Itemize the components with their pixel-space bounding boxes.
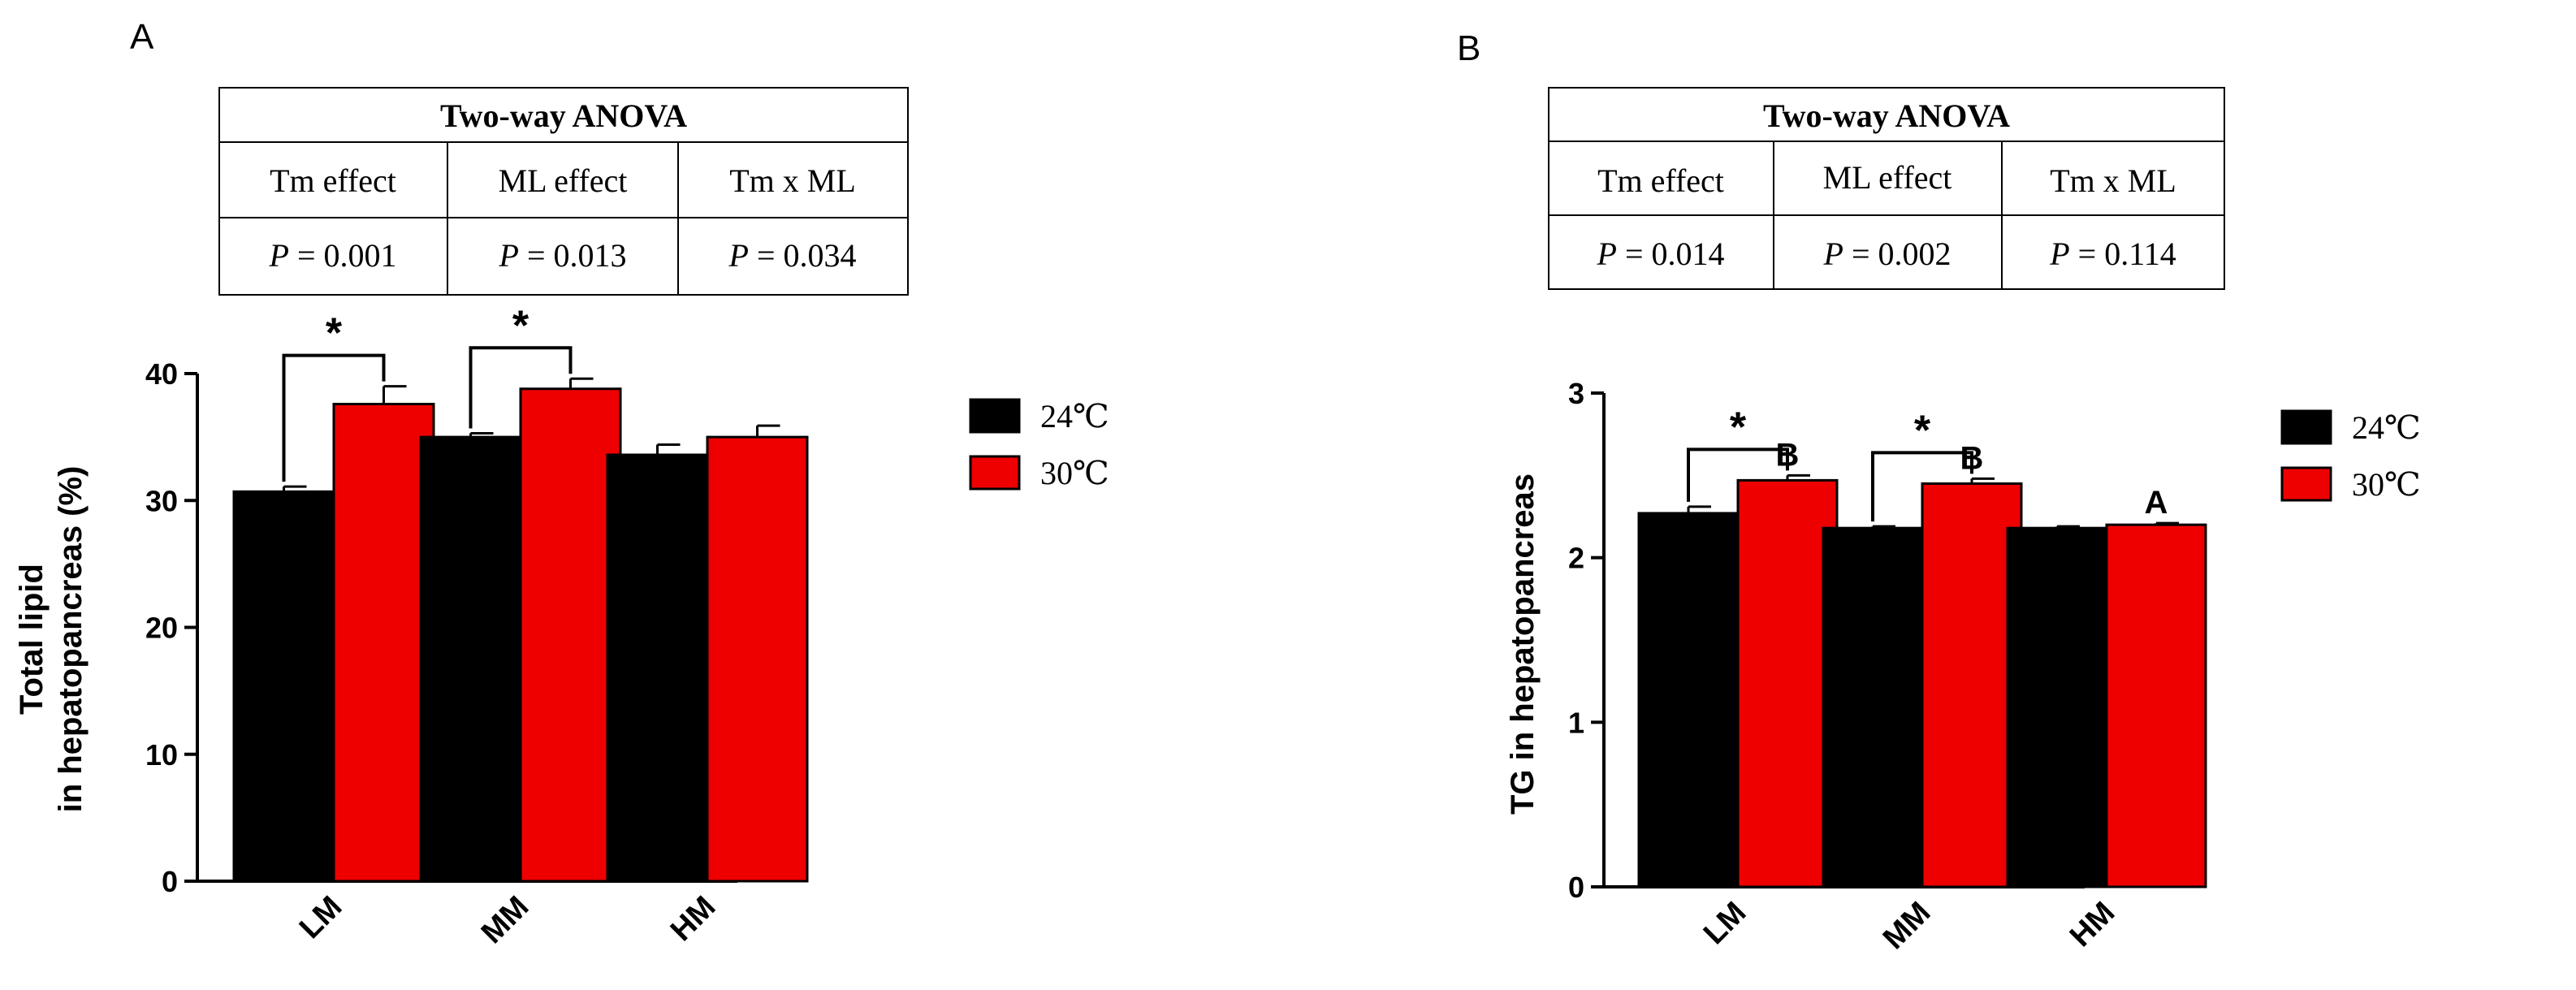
chart-a-bar — [519, 387, 622, 883]
anova-b-pvalue-tm: P = 0.014 — [1597, 236, 1725, 272]
chart-b-bar — [2006, 526, 2108, 888]
chart-a-y-tick-label: 20 — [145, 612, 178, 645]
chart-b-group-letter: B — [1960, 440, 1984, 476]
chart-b-y-tick-label: 2 — [1568, 542, 1584, 575]
anova-b-pvalue-int: P = 0.114 — [2049, 236, 2176, 272]
chart-b-y-tick-label: 1 — [1568, 706, 1584, 739]
panel-b-letter: B — [1457, 28, 1480, 68]
chart-a-x-tick-label: LM — [293, 890, 349, 946]
chart-a-bar — [232, 490, 335, 883]
panel-a-letter: A — [130, 17, 154, 57]
chart-a-bar — [706, 435, 809, 883]
anova-a-pvalue-ml: P = 0.013 — [499, 237, 627, 274]
chart-b-significance-star: * — [1730, 404, 1747, 451]
chart-b-bar — [1736, 478, 1839, 888]
anova-a-header-ml: ML effect — [499, 162, 628, 199]
chart-b-group-letter: B — [1776, 437, 1800, 473]
chart-a-significance-bracket — [282, 353, 386, 482]
chart-a-bar — [332, 403, 435, 883]
chart-b-ylabel: TG in hepatopancreas — [1505, 473, 1541, 815]
chart-a-bar — [419, 435, 522, 883]
chart-b-x-tick-label: MM — [1877, 896, 1937, 956]
chart-b-bar — [1822, 526, 1924, 888]
chart-b-bar — [1921, 482, 2023, 888]
chart-b-significance-bracket — [1687, 447, 1789, 502]
chart-a-significance-star: * — [326, 310, 343, 357]
chart-b-x-tick-label: LM — [1697, 896, 1753, 952]
anova-table-b: Two-way ANOVA Tm effect ML effect Tm x M… — [1548, 87, 2225, 290]
anova-b-header-tm: Tm effect — [1597, 162, 1724, 199]
chart-a-legend-swatch — [969, 398, 1021, 434]
chart-a-y-tick-label: 30 — [145, 484, 178, 517]
anova-b-pvalue-ml: P = 0.002 — [1823, 236, 1951, 272]
chart-b-y-tick-label: 0 — [1568, 871, 1584, 904]
chart-b-legend-swatch — [2280, 409, 2332, 445]
anova-b-header-ml: ML effect — [1823, 159, 1952, 196]
chart-a-legend-swatch — [969, 455, 1021, 491]
chart-a-significance-bracket — [469, 346, 573, 429]
chart-b: 0 1 2 3 LM MM HM * * B B A 24℃ 30℃ — [1568, 377, 2421, 956]
chart-b-significance-bracket — [1871, 451, 1973, 522]
chart-a-significance-star: * — [512, 302, 529, 349]
chart-b-bar — [2105, 523, 2207, 888]
chart-a-x-tick-label: HM — [664, 890, 722, 948]
anova-a-pvalue-int: P = 0.034 — [728, 237, 857, 274]
chart-a-y-tick-label: 10 — [145, 738, 178, 772]
anova-a-header-tm: Tm effect — [270, 162, 396, 199]
panel-a: A Two-way ANOVA Tm effect ML effect Tm x… — [14, 17, 1109, 950]
panel-b: B Two-way ANOVA Tm effect ML effect Tm x… — [1457, 28, 2421, 956]
chart-a-bar — [606, 453, 709, 883]
chart-b-x-tick-label: HM — [2064, 896, 2121, 953]
chart-a: 0 10 20 30 40 LM MM HM * * 24℃ 30℃ — [145, 302, 1109, 950]
chart-a-y-tick-label: 40 — [145, 357, 178, 391]
chart-a-legend-label: 24℃ — [1040, 398, 1109, 434]
chart-b-significance-star: * — [1914, 407, 1931, 454]
chart-b-legend-swatch — [2280, 466, 2332, 502]
chart-b-bar — [1637, 512, 1740, 888]
chart-a-legend-label: 30℃ — [1040, 455, 1109, 491]
chart-b-y-tick-label: 3 — [1568, 377, 1584, 410]
anova-b-header-int: Tm x ML — [2050, 162, 2176, 199]
anova-a-header-int: Tm x ML — [729, 162, 856, 199]
chart-a-ylabel-line1: Total lipid — [14, 564, 50, 715]
chart-b-legend-label: 30℃ — [2352, 466, 2421, 503]
anova-a-pvalue-tm: P = 0.001 — [269, 237, 397, 274]
anova-b-title: Two-way ANOVA — [1763, 97, 2010, 134]
chart-a-y-tick-label: 0 — [162, 865, 178, 898]
anova-a-title: Two-way ANOVA — [440, 97, 687, 134]
chart-a-ylabel-line2: in hepatopancreas (%) — [53, 466, 89, 813]
chart-b-legend-label: 24℃ — [2352, 409, 2421, 446]
anova-table-a: Two-way ANOVA Tm effect ML effect Tm x M… — [218, 87, 909, 296]
chart-a-x-tick-label: MM — [475, 890, 535, 950]
chart-b-group-letter: A — [2145, 485, 2168, 521]
